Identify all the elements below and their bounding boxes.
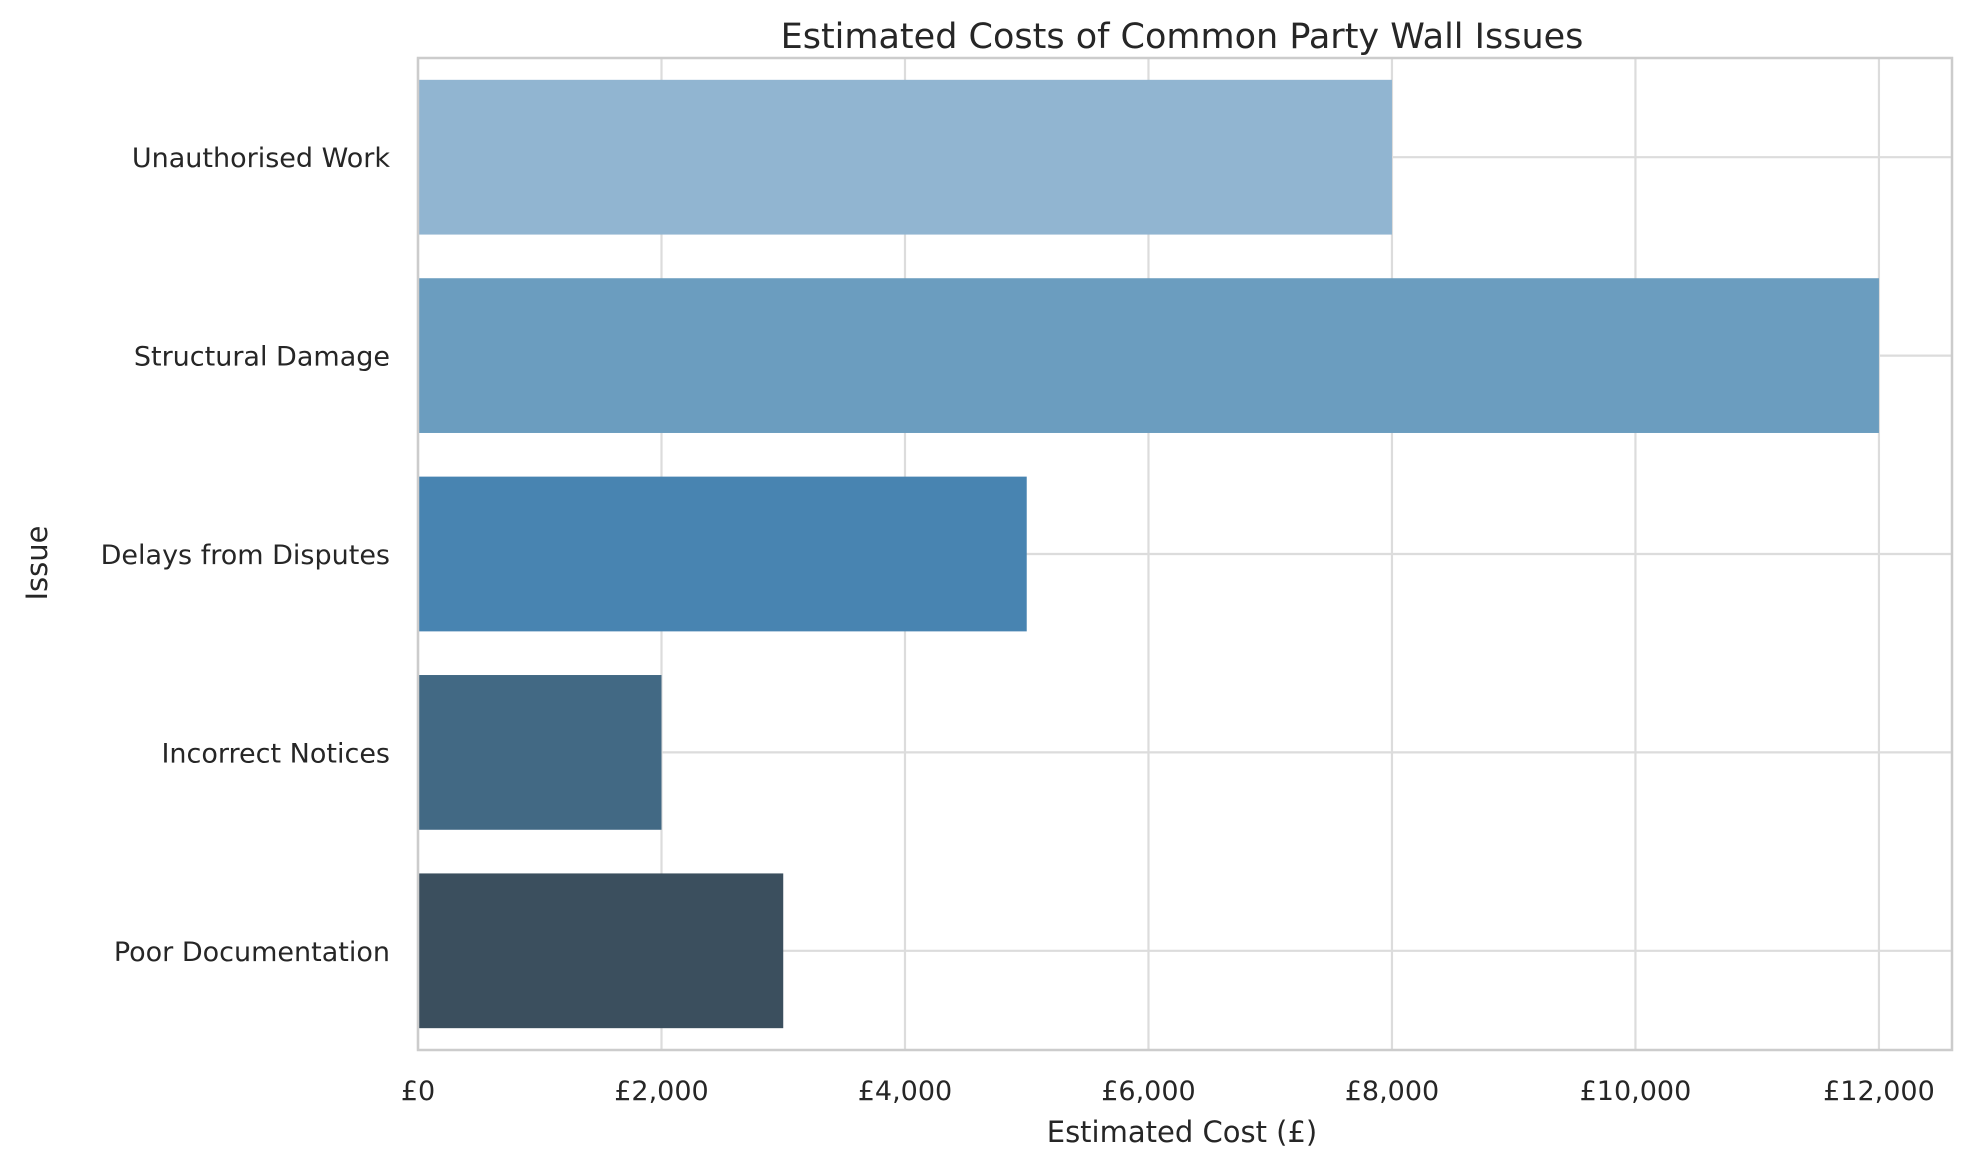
axes	[416, 56, 1954, 1052]
plot-frame	[416, 56, 1954, 1052]
x-tick-labels: £0 £2,000 £4,000 £6,000 £8,000 £10,000 £12,000	[401, 1076, 1935, 1107]
x-tick-label: £2,000	[614, 1076, 708, 1107]
bar	[418, 278, 1879, 433]
bar	[418, 476, 1027, 632]
x-tick-label: £0	[401, 1076, 435, 1107]
bar	[418, 79, 1392, 235]
x-tick-label: £12,000	[1823, 1076, 1935, 1107]
bar	[418, 873, 784, 1029]
chart-title: Estimated Costs of Common Party Wall Iss…	[781, 17, 1584, 57]
bars	[418, 79, 1879, 1029]
y-tick-label: Incorrect Notices	[161, 738, 390, 769]
y-tick-label: Delays from Disputes	[101, 540, 390, 571]
x-tick-label: £10,000	[1580, 1076, 1692, 1107]
bar	[418, 675, 662, 830]
y-tick-label: Structural Damage	[134, 342, 390, 373]
y-axis-label: Issue	[20, 526, 54, 601]
y-tick-label: Unauthorised Work	[132, 143, 390, 174]
x-axis-label: Estimated Cost (£)	[1047, 1115, 1318, 1149]
x-tick-label: £8,000	[1345, 1076, 1439, 1107]
x-tick-label: £6,000	[1101, 1076, 1195, 1107]
x-tick-label: £4,000	[858, 1076, 952, 1107]
y-tick-labels: Unauthorised Work Structural Damage Delays…	[101, 143, 391, 968]
y-tick-label: Poor Documentation	[114, 937, 390, 968]
